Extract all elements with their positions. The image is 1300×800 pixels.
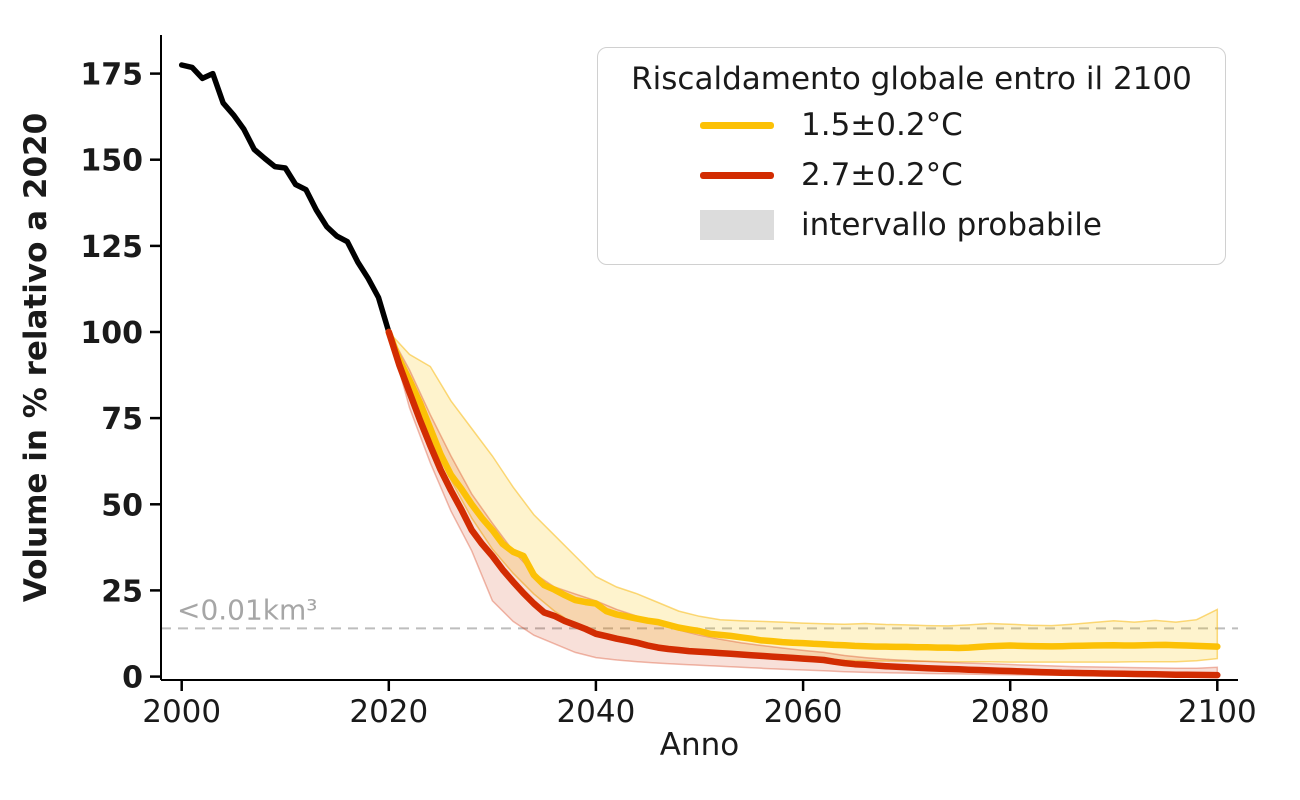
x-tick-label: 2020 — [349, 694, 428, 730]
legend-item-2-7C: 2.7±0.2°C — [598, 150, 1225, 200]
x-tick-label: 2060 — [764, 694, 843, 730]
y-tick-label: 150 — [80, 144, 143, 179]
legend-patch-swatch-gray — [700, 210, 774, 240]
y-tick-label: 25 — [101, 574, 143, 609]
threshold-annotation: <0.01km³ — [177, 593, 318, 626]
legend-item-likely-range: intervallo probabile — [598, 200, 1225, 250]
legend-swatch-wrap — [700, 121, 774, 129]
legend-label-1-5C: 1.5±0.2°C — [801, 107, 963, 143]
x-tick-label: 2000 — [142, 694, 221, 730]
legend-label-2-7C: 2.7±0.2°C — [801, 157, 963, 193]
legend-label-likely-range: intervallo probabile — [801, 207, 1102, 243]
legend: Riscaldamento globale entro il 2100 1.5±… — [597, 47, 1226, 265]
legend-line-swatch-red — [700, 171, 774, 179]
y-tick-label: 175 — [80, 58, 143, 93]
legend-swatch-wrap — [700, 171, 774, 179]
x-axis-label: Anno — [660, 727, 739, 763]
y-axis-label: Volume in % relativo a 2020 — [18, 113, 54, 602]
x-tick-label: 2040 — [556, 694, 635, 730]
legend-title: Riscaldamento globale entro il 2100 — [631, 61, 1192, 97]
y-tick-label: 75 — [101, 402, 143, 437]
y-tick-label: 125 — [80, 230, 143, 265]
line-storico — [178, 62, 392, 335]
y-tick-label: 0 — [122, 661, 143, 696]
line-scenario-1-5C — [385, 328, 1221, 652]
y-tick-label: 100 — [80, 316, 143, 351]
x-tick-label: 2080 — [971, 694, 1050, 730]
line-scenario-2-7C — [385, 328, 1221, 679]
y-tick-label: 50 — [101, 488, 143, 523]
legend-swatch-wrap — [700, 210, 774, 240]
legend-item-1-5C: 1.5±0.2°C — [598, 100, 1225, 150]
x-tick-label: 2100 — [1178, 694, 1257, 730]
legend-line-swatch-yellow — [700, 121, 774, 129]
